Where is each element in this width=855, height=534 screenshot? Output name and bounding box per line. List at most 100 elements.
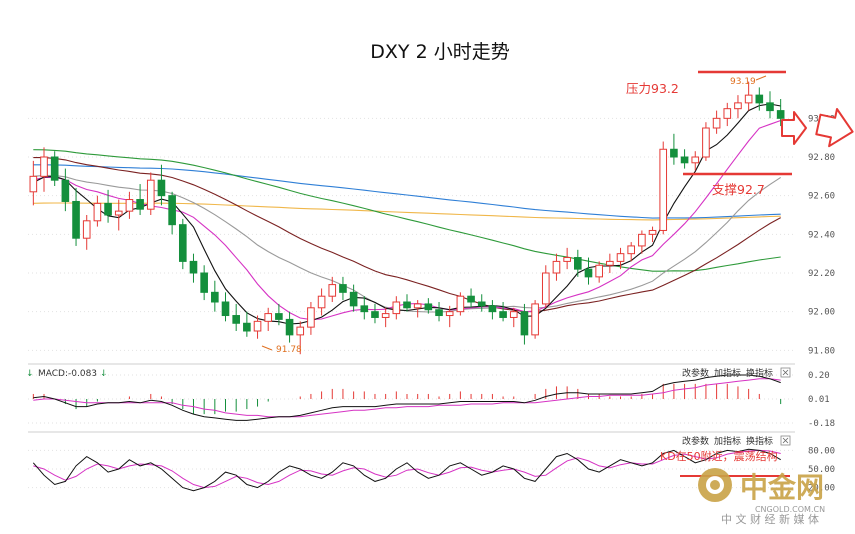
candle-up	[381, 313, 390, 318]
watermark-brand: 中金网	[740, 471, 824, 504]
panel-button[interactable]: 加指标	[714, 435, 741, 447]
resistance-label: 压力93.2	[626, 81, 679, 96]
candle-down	[574, 257, 582, 270]
forecast-arrow-icon-2	[815, 107, 854, 148]
candle-down	[157, 179, 166, 197]
candle-down	[339, 284, 347, 293]
price-tick-label: 91.80	[808, 346, 835, 356]
candle-down	[680, 156, 689, 164]
candle-down	[477, 301, 486, 307]
candle-down	[50, 156, 59, 181]
candle-down	[360, 305, 369, 313]
candle-up	[253, 320, 262, 332]
low-marker	[261, 345, 273, 351]
ma30-line	[33, 157, 781, 313]
panel-button[interactable]: 换指标	[746, 367, 773, 379]
macd-tick-label: 0.20	[808, 371, 830, 381]
high-marker	[755, 75, 767, 81]
candle-up	[627, 245, 636, 255]
candle-up	[541, 272, 550, 305]
candle-up	[691, 156, 700, 164]
kd-tick-label: 20.00	[808, 484, 835, 494]
candle-up	[40, 156, 48, 177]
candle-up	[307, 307, 315, 328]
candle-down	[221, 301, 230, 317]
kd-tick-label: 80.00	[808, 446, 835, 456]
candle-up	[552, 260, 561, 274]
candle-down	[435, 309, 443, 317]
candle-up	[648, 229, 657, 235]
candle-down	[275, 313, 283, 320]
candle-up	[606, 260, 614, 266]
candle-down	[189, 260, 198, 274]
watermark-slogan: 中 文 财 经 新 媒 体	[721, 512, 819, 526]
candle-up	[702, 127, 710, 158]
candle-down	[72, 200, 80, 239]
candle-up	[82, 220, 91, 239]
ma5-line	[33, 103, 781, 325]
candle-down	[178, 224, 187, 262]
candle-up	[456, 295, 465, 313]
kd-d-line	[33, 449, 781, 489]
candle-up	[712, 117, 721, 129]
candlestick-series	[29, 81, 785, 355]
candle-up	[296, 326, 305, 336]
candle-up	[595, 264, 603, 278]
panel-button[interactable]: 换指标	[746, 435, 773, 447]
candle-down	[243, 322, 251, 332]
candle-down	[755, 94, 764, 104]
chart-title: DXY 2 小时走势	[370, 41, 509, 63]
candle-down	[670, 148, 678, 158]
candle-up	[125, 199, 134, 212]
close-icon-cross	[782, 369, 789, 376]
moving-average-lines	[33, 103, 782, 325]
panel-button[interactable]: 改参数	[682, 367, 709, 379]
candle-down	[499, 311, 507, 318]
candle-up	[723, 108, 732, 119]
panel-button[interactable]: 加指标	[714, 367, 741, 379]
candle-up	[659, 148, 668, 231]
candle-up	[93, 202, 102, 222]
kd-panel-buttons: 改参数 加指标 换指标	[682, 435, 791, 447]
panel-button[interactable]: 改参数	[682, 435, 709, 447]
low-label: 91.78	[276, 345, 302, 355]
macd-dea-line	[33, 378, 781, 418]
candle-up	[328, 284, 337, 297]
price-tick-label: 92.80	[808, 153, 835, 163]
candle-up	[29, 175, 38, 193]
macd-tick-label: -0.18	[808, 419, 835, 429]
candle-down	[424, 303, 433, 311]
candle-down	[584, 268, 593, 278]
price-tick-label: 92.00	[808, 308, 835, 318]
price-tick-label: 92.60	[808, 192, 835, 202]
candle-down	[371, 311, 379, 318]
candle-up	[114, 210, 123, 216]
candle-down	[766, 102, 774, 112]
support-label: 支撑92.7	[712, 182, 765, 197]
candle-up	[734, 102, 742, 110]
price-grid	[28, 117, 795, 351]
candle-down	[200, 272, 208, 293]
candle-down	[467, 295, 475, 303]
forecast-arrow-icon	[781, 111, 807, 145]
candle-down	[211, 291, 219, 303]
candle-up	[531, 303, 539, 336]
candle-up	[616, 253, 625, 262]
candle-up	[392, 301, 401, 315]
macd-down-arrow-icon-2: ↓	[100, 369, 108, 379]
candle-down	[403, 301, 411, 309]
macd-panel-buttons: 改参数 加指标 换指标	[682, 367, 791, 379]
candle-up	[146, 179, 155, 210]
candle-up	[563, 257, 571, 262]
macd-tick-label: 0.01	[808, 395, 830, 405]
macd-label: MACD:-0.083	[38, 369, 97, 379]
logo-core	[710, 480, 720, 490]
candle-down	[349, 291, 358, 307]
kd-tick-label: 50.00	[808, 465, 835, 475]
candle-up	[638, 233, 646, 247]
candle-up	[445, 311, 454, 317]
ma60-line	[33, 149, 781, 272]
